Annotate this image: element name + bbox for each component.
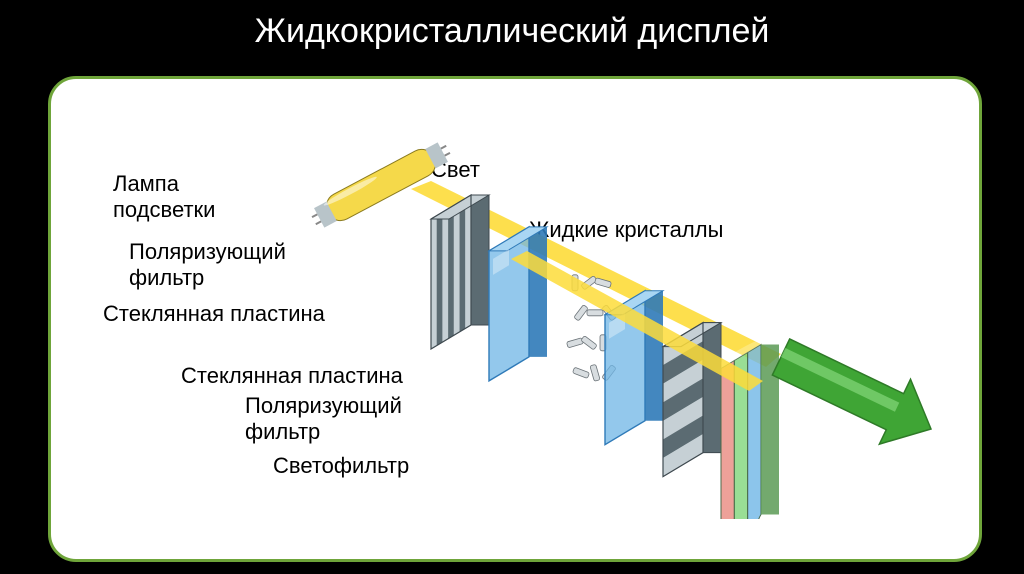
label-lamp: Лампа подсветки xyxy=(113,171,215,224)
slide-title: Жидкокристаллический дисплей xyxy=(0,12,1024,51)
lcd-diagram xyxy=(311,119,951,519)
label-polarizer-1: Поляризующий фильтр xyxy=(129,239,286,292)
label-glass-1: Стеклянная пластина xyxy=(103,301,325,327)
slide: Жидкокристаллический дисплей Свет Лампа … xyxy=(0,0,1024,574)
content-panel: Свет Лампа подсветки Поляризующий фильтр… xyxy=(48,76,982,562)
